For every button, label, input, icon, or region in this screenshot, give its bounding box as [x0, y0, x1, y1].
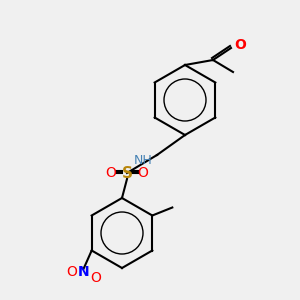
Text: S: S	[122, 166, 133, 181]
Text: O: O	[106, 166, 116, 180]
Text: N: N	[78, 266, 89, 280]
Text: NH: NH	[134, 154, 152, 166]
Text: O: O	[66, 266, 77, 280]
Text: O: O	[234, 38, 246, 52]
Text: O: O	[138, 166, 148, 180]
Text: O: O	[90, 272, 101, 286]
